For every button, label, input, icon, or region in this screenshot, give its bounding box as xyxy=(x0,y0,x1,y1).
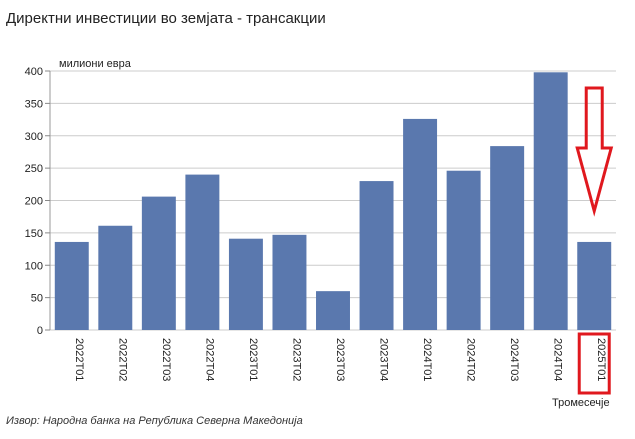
y-tick-label: 150 xyxy=(25,228,43,240)
y-axis-ticks: 0 50 100 150 200 250 300 350 400 xyxy=(25,66,50,337)
y-tick-label: 0 xyxy=(37,325,43,337)
y-tick-label: 350 xyxy=(25,98,43,110)
x-tick-label: 2024T03 xyxy=(508,338,520,381)
x-axis-label: Тромесечје xyxy=(552,397,610,409)
y-tick-label: 250 xyxy=(25,163,43,175)
y-tick-label: 200 xyxy=(25,196,43,208)
x-tick-label: 2025T01 xyxy=(595,338,607,381)
bar-2025T01 xyxy=(577,241,612,330)
x-tick-label: 2023T04 xyxy=(378,338,390,381)
bar-2023T04 xyxy=(359,181,394,330)
bar-2024T03 xyxy=(490,146,525,330)
y-tick-label: 50 xyxy=(31,293,43,305)
source-note: Извор: Народна банка на Република Северн… xyxy=(6,415,303,427)
x-tick-label: 2024T02 xyxy=(465,338,477,381)
bar-2023T02 xyxy=(272,234,307,330)
x-tick-label: 2023T01 xyxy=(247,338,259,381)
x-tick-label: 2022T01 xyxy=(73,338,85,381)
x-tick-label: 2022T04 xyxy=(203,338,215,381)
x-tick-label: 2024T01 xyxy=(421,338,433,381)
x-tick-label: 2022T02 xyxy=(116,338,128,381)
x-tick-label: 2022T03 xyxy=(160,338,172,381)
down-arrow-annotation xyxy=(575,86,614,217)
bars xyxy=(54,72,612,331)
x-axis-ticks: 2022T01 2022T02 2022T03 2022T04 2023T01 2023T… xyxy=(73,338,607,381)
bar-2022T02 xyxy=(98,225,133,330)
bar-2023T01 xyxy=(228,238,263,330)
x-tick-label: 2023T02 xyxy=(290,338,302,381)
bar-2022T04 xyxy=(185,174,220,330)
bar-2023T03 xyxy=(316,291,350,330)
y-axis-label: милиони евра xyxy=(59,58,132,70)
bar-2024T02 xyxy=(446,170,481,330)
bar-2024T01 xyxy=(403,118,438,330)
bar-2024T04 xyxy=(533,72,568,331)
bar-2022T03 xyxy=(141,196,176,330)
y-tick-label: 300 xyxy=(25,131,43,143)
highlight-box-annotation xyxy=(577,332,611,395)
x-tick-label: 2023T03 xyxy=(334,338,346,381)
y-tick-label: 400 xyxy=(25,66,43,78)
chart-title: Директни инвестиции во земјата - трансак… xyxy=(6,10,326,27)
annotations xyxy=(575,86,614,395)
x-tick-label: 2024T04 xyxy=(552,338,564,381)
bar-2022T01 xyxy=(54,241,89,330)
y-tick-label: 100 xyxy=(25,260,43,272)
